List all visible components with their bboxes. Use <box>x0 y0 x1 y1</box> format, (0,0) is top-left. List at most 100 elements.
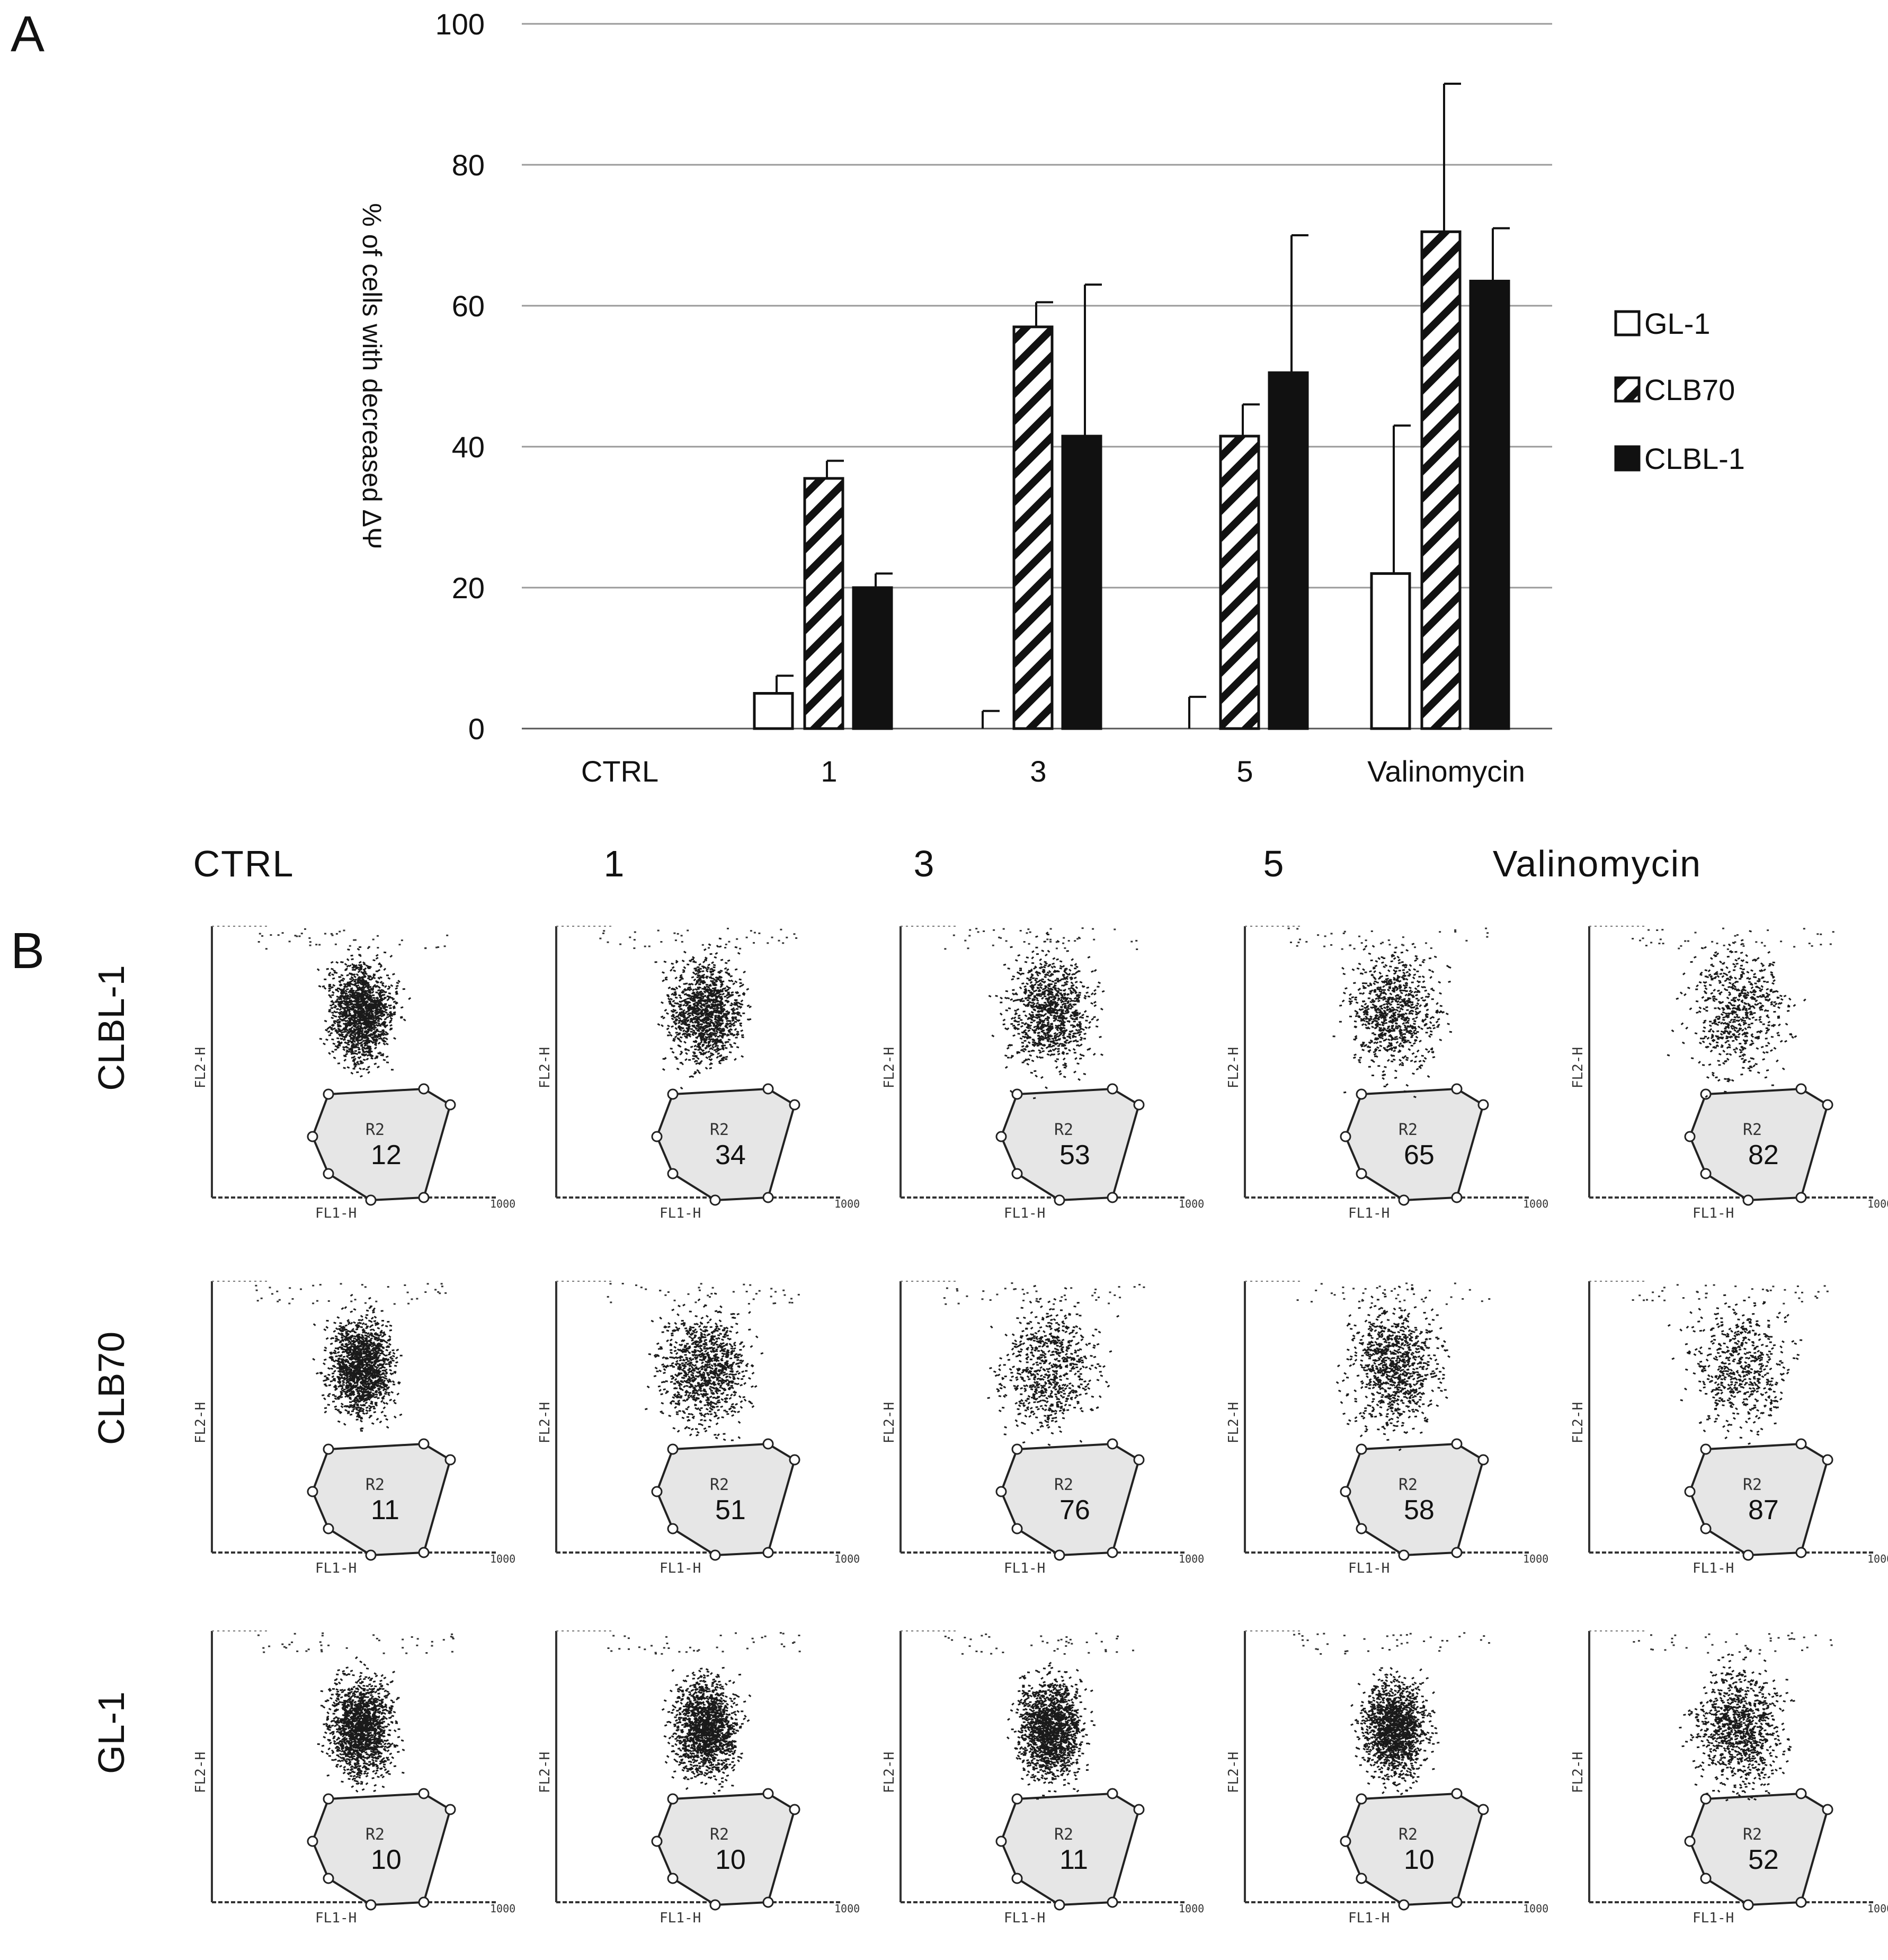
axis-max-label: 1000 <box>490 1902 516 1915</box>
x-axis-label: FL1-H <box>660 1560 701 1576</box>
legend-label: CLBL-1 <box>1644 442 1745 475</box>
gate-label: R2 <box>1399 1825 1418 1844</box>
gate-label: R2 <box>1399 1476 1418 1494</box>
axis-max-label: 1000 <box>490 1553 516 1565</box>
gate-percentage: 82 <box>1748 1140 1779 1170</box>
x-category-label: 3 <box>1030 755 1046 788</box>
bar-clbl-1 <box>1061 434 1102 730</box>
column-title: Valinomycin <box>1492 843 1702 884</box>
y-axis-label: FL2-H <box>1570 1046 1587 1089</box>
x-axis-label: FL1-H <box>1693 1205 1734 1221</box>
axis-max-label: 1000 <box>1867 1198 1888 1210</box>
x-axis-label: FL1-H <box>1004 1205 1046 1221</box>
y-axis-label: FL2-H <box>1570 1402 1587 1444</box>
dot-plot: FL2-H FL1-H 1000 R2 12 <box>191 917 515 1245</box>
x-axis-label: FL1-H <box>315 1560 357 1576</box>
gate-label: R2 <box>710 1476 729 1494</box>
column-title: 1 <box>603 843 626 884</box>
gate-percentage: 34 <box>715 1140 746 1170</box>
y-tick-label: 60 <box>452 289 485 323</box>
dot-plot-canvas <box>1244 926 1531 1206</box>
panel-a-label: A <box>11 6 45 63</box>
dot-plot-canvas <box>211 926 498 1206</box>
bar-clb70 <box>1012 325 1054 730</box>
x-category-label: 1 <box>821 755 837 788</box>
gate-label: R2 <box>1054 1121 1074 1139</box>
dot-plot-canvas <box>900 926 1187 1206</box>
y-axis-label: FL2-H <box>1226 1402 1242 1444</box>
dot-plot-canvas <box>1244 1630 1531 1911</box>
dot-plot: FL2-H FL1-H 1000 R2 58 <box>1224 1272 1548 1600</box>
gate-percentage: 10 <box>371 1844 402 1875</box>
y-axis-label: FL2-H <box>193 1751 209 1794</box>
x-axis-label: FL1-H <box>660 1205 701 1221</box>
x-category-label: CTRL <box>581 755 658 788</box>
axis-max-label: 1000 <box>834 1198 860 1210</box>
dot-plot: FL2-H FL1-H 1000 R2 10 <box>191 1621 515 1950</box>
gate-percentage: 52 <box>1748 1844 1779 1875</box>
gate-percentage: 11 <box>1059 1844 1088 1875</box>
gate-label: R2 <box>1054 1825 1074 1844</box>
gate-percentage: 51 <box>715 1495 746 1526</box>
x-axis-label: FL1-H <box>1348 1910 1390 1926</box>
x-axis-label: FL1-H <box>1693 1560 1734 1576</box>
legend-swatch <box>1614 376 1641 403</box>
column-title: 5 <box>1263 843 1285 884</box>
row-title: CLBL-1 <box>91 965 132 1091</box>
x-axis-label: FL1-H <box>315 1205 357 1221</box>
gate-percentage: 65 <box>1404 1140 1435 1170</box>
axis-max-label: 1000 <box>834 1553 860 1565</box>
bar-clb70 <box>803 477 844 730</box>
axis-max-label: 1000 <box>1867 1553 1888 1565</box>
x-category-label: 5 <box>1236 755 1253 788</box>
gate-percentage: 12 <box>371 1140 402 1170</box>
dot-plot: FL2-H FL1-H 1000 R2 10 <box>1224 1621 1548 1950</box>
y-tick-label: 100 <box>435 7 485 41</box>
gate-percentage: 87 <box>1748 1495 1779 1526</box>
dot-plot-canvas <box>1588 926 1875 1206</box>
gate-label: R2 <box>1743 1825 1762 1844</box>
dot-plot-canvas <box>211 1281 498 1561</box>
axis-max-label: 1000 <box>1179 1198 1205 1210</box>
gate-label: R2 <box>366 1825 385 1844</box>
axis-max-label: 1000 <box>1523 1198 1549 1210</box>
y-axis-label: FL2-H <box>193 1402 209 1444</box>
axis-max-label: 1000 <box>1867 1902 1888 1915</box>
y-axis-label: FL2-H <box>537 1402 554 1444</box>
y-axis-label: FL2-H <box>537 1046 554 1089</box>
gate-percentage: 10 <box>1404 1844 1435 1875</box>
dot-plot-canvas <box>1588 1281 1875 1561</box>
y-axis-label: FL2-H <box>1226 1751 1242 1794</box>
legend-label: GL-1 <box>1644 307 1711 340</box>
legend-swatch <box>1614 310 1641 336</box>
x-axis-label: FL1-H <box>1693 1910 1734 1926</box>
gate-label: R2 <box>1054 1476 1074 1494</box>
panel-b-label: B <box>11 923 45 979</box>
dot-plot-canvas <box>1588 1630 1875 1911</box>
dot-plot: FL2-H FL1-H 1000 R2 10 <box>535 1621 860 1950</box>
dot-plot: FL2-H FL1-H 1000 R2 65 <box>1224 917 1548 1245</box>
x-axis-label: FL1-H <box>1348 1560 1390 1576</box>
y-tick-label: 20 <box>452 571 485 605</box>
dot-plot: FL2-H FL1-H 1000 R2 53 <box>879 917 1204 1245</box>
legend-swatch <box>1614 445 1641 472</box>
bar-chart: 0 20 40 60 80 100 % of cells with decreased ΔΨ… <box>357 7 1745 788</box>
column-title: 3 <box>913 843 936 884</box>
y-axis-label: FL2-H <box>1226 1046 1242 1089</box>
dot-plot: FL2-H FL1-H 1000 R2 51 <box>535 1272 860 1600</box>
y-tick-label: 40 <box>452 430 485 464</box>
y-axis-label: FL2-H <box>537 1751 554 1794</box>
axis-max-label: 1000 <box>834 1902 860 1915</box>
dot-plot-canvas <box>900 1281 1187 1561</box>
x-axis-label: FL1-H <box>660 1910 701 1926</box>
gate-percentage: 76 <box>1059 1495 1090 1526</box>
gate-label: R2 <box>1399 1121 1418 1139</box>
y-tick-label: 0 <box>468 712 485 746</box>
dot-plot: FL2-H FL1-H 1000 R2 11 <box>191 1272 515 1600</box>
x-category-label: Valinomycin <box>1367 755 1525 788</box>
gate-label: R2 <box>1743 1121 1762 1139</box>
axis-max-label: 1000 <box>1523 1902 1549 1915</box>
